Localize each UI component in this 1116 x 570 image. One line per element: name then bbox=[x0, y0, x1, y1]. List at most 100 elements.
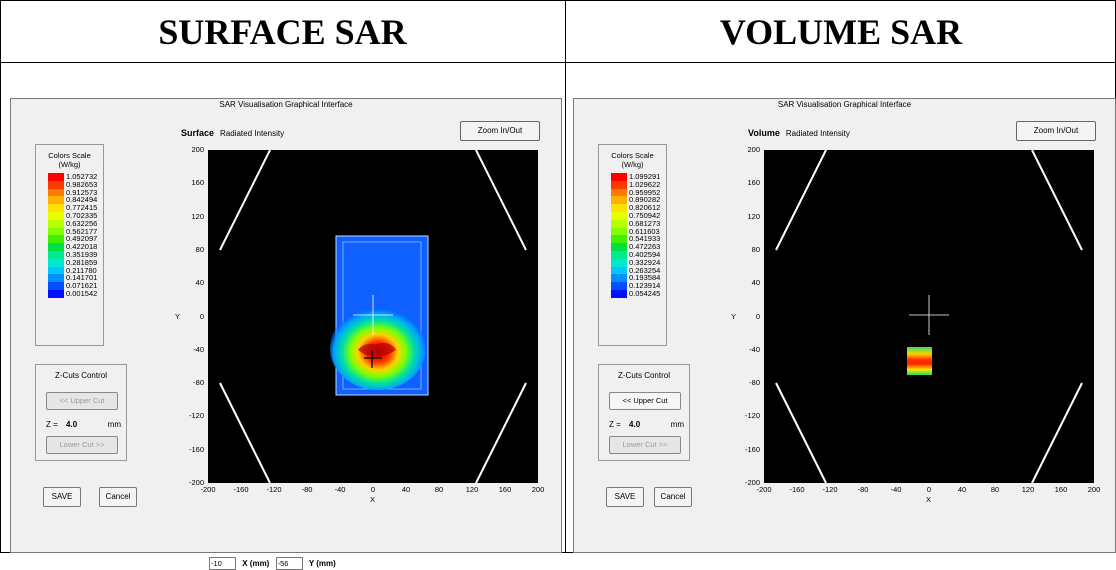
scale-unit: (W/kg) bbox=[58, 160, 81, 169]
scale-row: 0.054245 bbox=[611, 288, 661, 298]
scale-value: 0.912573 bbox=[66, 187, 98, 197]
scale-value: 0.890282 bbox=[629, 195, 661, 205]
y-tick-label: -80 bbox=[749, 378, 760, 388]
sar-plot-surface[interactable] bbox=[208, 150, 538, 483]
x-tick-label: 200 bbox=[1087, 485, 1101, 494]
save-button[interactable]: SAVE bbox=[43, 487, 81, 507]
surface-sar-window: SAR Visualisation Graphical Interface Su… bbox=[10, 98, 562, 570]
scale-value: 0.211780 bbox=[66, 265, 97, 275]
scale-row: 0.492097 bbox=[48, 235, 97, 244]
scale-row: 0.071621 bbox=[48, 282, 97, 290]
scale-value: 1.052732 bbox=[66, 172, 98, 181]
scale-swatch bbox=[48, 196, 64, 205]
upper-cut-button[interactable]: << Upper Cut bbox=[46, 392, 118, 410]
x-tick-label: 160 bbox=[498, 485, 512, 494]
volume-sar-block bbox=[907, 347, 932, 375]
y-tick-label: 120 bbox=[747, 211, 760, 221]
plot-title: Volume Radiated Intensity bbox=[748, 128, 850, 138]
x-tick-label: -80 bbox=[301, 485, 313, 494]
y-tick-label: 80 bbox=[195, 244, 204, 254]
x-tick-label: 40 bbox=[401, 485, 411, 494]
scale-swatch bbox=[611, 274, 627, 283]
scale-swatch bbox=[611, 243, 627, 251]
scale-swatch bbox=[611, 204, 627, 212]
x-tick-label: 80 bbox=[990, 485, 1000, 494]
z-unit: mm bbox=[107, 420, 121, 429]
y-tick-label: -120 bbox=[188, 411, 204, 421]
x-tick-label: 0 bbox=[370, 485, 376, 494]
y-tick-label: 120 bbox=[191, 211, 204, 221]
scale-value: 0.422018 bbox=[66, 242, 98, 252]
y-tick-label: -120 bbox=[744, 411, 760, 421]
scale-swatch bbox=[48, 180, 64, 189]
scale-swatch bbox=[611, 196, 627, 205]
scale-swatch bbox=[48, 266, 64, 275]
scale-row: 0.541933 bbox=[611, 235, 660, 244]
x-tick-label: -200 bbox=[200, 485, 216, 494]
scale-row: 0.702335 bbox=[48, 210, 98, 220]
phantom-outline bbox=[475, 382, 527, 483]
scale-swatch bbox=[611, 250, 627, 259]
x-tick-label: -40 bbox=[334, 485, 346, 494]
scale-swatch bbox=[48, 289, 64, 298]
scale-swatch bbox=[48, 258, 64, 267]
save-button[interactable]: SAVE bbox=[606, 487, 644, 507]
plot-subtitle: Radiated Intensity bbox=[220, 129, 285, 138]
scale-row: 0.211780 bbox=[48, 265, 97, 275]
window-title: SAR Visualisation Graphical Interface bbox=[219, 100, 353, 109]
scale-value: 0.562177 bbox=[66, 226, 98, 236]
column-divider bbox=[565, 0, 566, 553]
scale-value: 1.029622 bbox=[629, 179, 661, 189]
scale-value: 0.632256 bbox=[66, 218, 98, 228]
scale-value: 0.772415 bbox=[66, 203, 98, 213]
sar-plot-svg bbox=[219, 150, 527, 483]
scale-swatch bbox=[611, 227, 627, 236]
x-tick-label: 120 bbox=[465, 485, 479, 494]
scale-value: 0.959952 bbox=[629, 187, 661, 197]
cancel-button[interactable]: Cancel bbox=[99, 487, 137, 507]
scale-row: 1.099291 bbox=[611, 173, 660, 181]
x-label: X (mm) bbox=[242, 558, 270, 568]
scale-row: 0.141701 bbox=[48, 274, 97, 283]
sar-plot-volume[interactable] bbox=[764, 150, 1094, 483]
x-axis-label: X bbox=[926, 495, 932, 504]
scale-value: 0.054245 bbox=[629, 288, 661, 298]
scale-swatch bbox=[48, 235, 64, 244]
y-tick-label: -200 bbox=[744, 478, 760, 487]
scale-value: 0.702335 bbox=[66, 210, 98, 220]
scale-swatch bbox=[611, 219, 627, 228]
y-tick-label: -160 bbox=[188, 444, 204, 454]
cancel-button[interactable]: Cancel bbox=[654, 487, 692, 507]
scale-swatch bbox=[611, 266, 627, 275]
scale-row: 1.029622 bbox=[611, 179, 661, 189]
scale-swatch bbox=[48, 219, 64, 228]
zcuts-control: Z-Cuts Control << Upper Cut Z = 4.0 mm L… bbox=[598, 364, 690, 461]
scale-value: 0.001542 bbox=[66, 288, 98, 298]
lower-cut-button[interactable]: Lower Cut >> bbox=[609, 436, 681, 454]
y-label: Y (mm) bbox=[308, 558, 336, 568]
y-tick-label: 40 bbox=[195, 278, 204, 288]
x-tick-label: -80 bbox=[857, 485, 869, 494]
scale-row: 0.332924 bbox=[611, 258, 660, 267]
plot-subtitle: Radiated Intensity bbox=[785, 129, 850, 138]
scale-row: 0.472263 bbox=[611, 243, 660, 251]
scale-row: 0.681273 bbox=[611, 219, 660, 228]
x-tick-label: -40 bbox=[890, 485, 902, 494]
upper-cut-button[interactable]: << Upper Cut bbox=[609, 392, 681, 410]
y-tick-label: 200 bbox=[747, 145, 760, 154]
y-coordinate-input[interactable]: -56 bbox=[275, 557, 303, 570]
lower-cut-button[interactable]: Lower Cut >> bbox=[46, 436, 118, 454]
zoom-button[interactable]: Zoom In/Out bbox=[1016, 121, 1096, 141]
x-coordinate-input[interactable]: -10 bbox=[209, 557, 236, 570]
coordinate-row: -10 X (mm) -56 Y (mm) bbox=[209, 557, 336, 570]
scale-value: 0.263254 bbox=[629, 265, 661, 275]
scale-row: 0.422018 bbox=[48, 242, 98, 252]
scale-swatches: 1.099291 1.029622 0.959952 0.890282 0.820612… bbox=[611, 173, 661, 298]
scale-row: 0.193584 bbox=[611, 274, 660, 283]
zoom-button[interactable]: Zoom In/Out bbox=[460, 121, 540, 141]
x-tick-label: 40 bbox=[957, 485, 967, 494]
phantom-outline bbox=[1031, 150, 1083, 251]
scale-swatch bbox=[48, 188, 64, 197]
z-prefix: Z = bbox=[46, 420, 58, 429]
scale-row: 0.123914 bbox=[611, 282, 660, 290]
